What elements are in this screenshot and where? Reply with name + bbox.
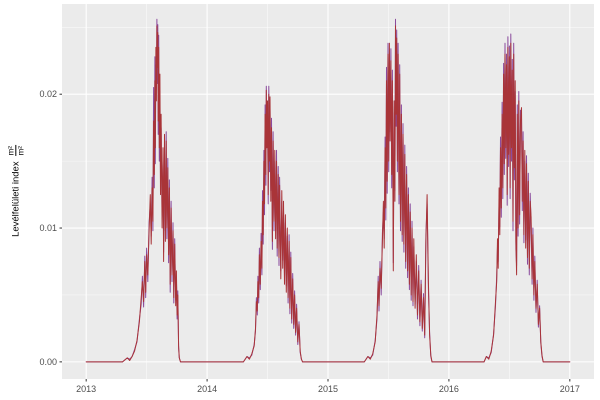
y-axis-unit-numerator: m² [6, 145, 17, 157]
y-axis-unit-fraction: m² m² [6, 145, 26, 157]
x-tick-label: 2014 [197, 384, 217, 394]
series-line-red [85, 25, 571, 363]
x-tick-label: 2015 [318, 384, 338, 394]
y-tick-label: 0.01 [39, 223, 57, 233]
y-axis-title: Levélfelületi index m² m² [6, 145, 26, 237]
y-axis-title-text: Levélfelületi index [10, 161, 22, 237]
x-tick-label: 2016 [439, 384, 459, 394]
y-tick-label: 0.00 [39, 357, 57, 367]
y-axis-unit-denominator: m² [16, 146, 26, 156]
y-tick-label: 0.02 [39, 89, 57, 99]
x-tick-label: 2017 [560, 384, 580, 394]
x-tick-label: 2013 [76, 384, 96, 394]
